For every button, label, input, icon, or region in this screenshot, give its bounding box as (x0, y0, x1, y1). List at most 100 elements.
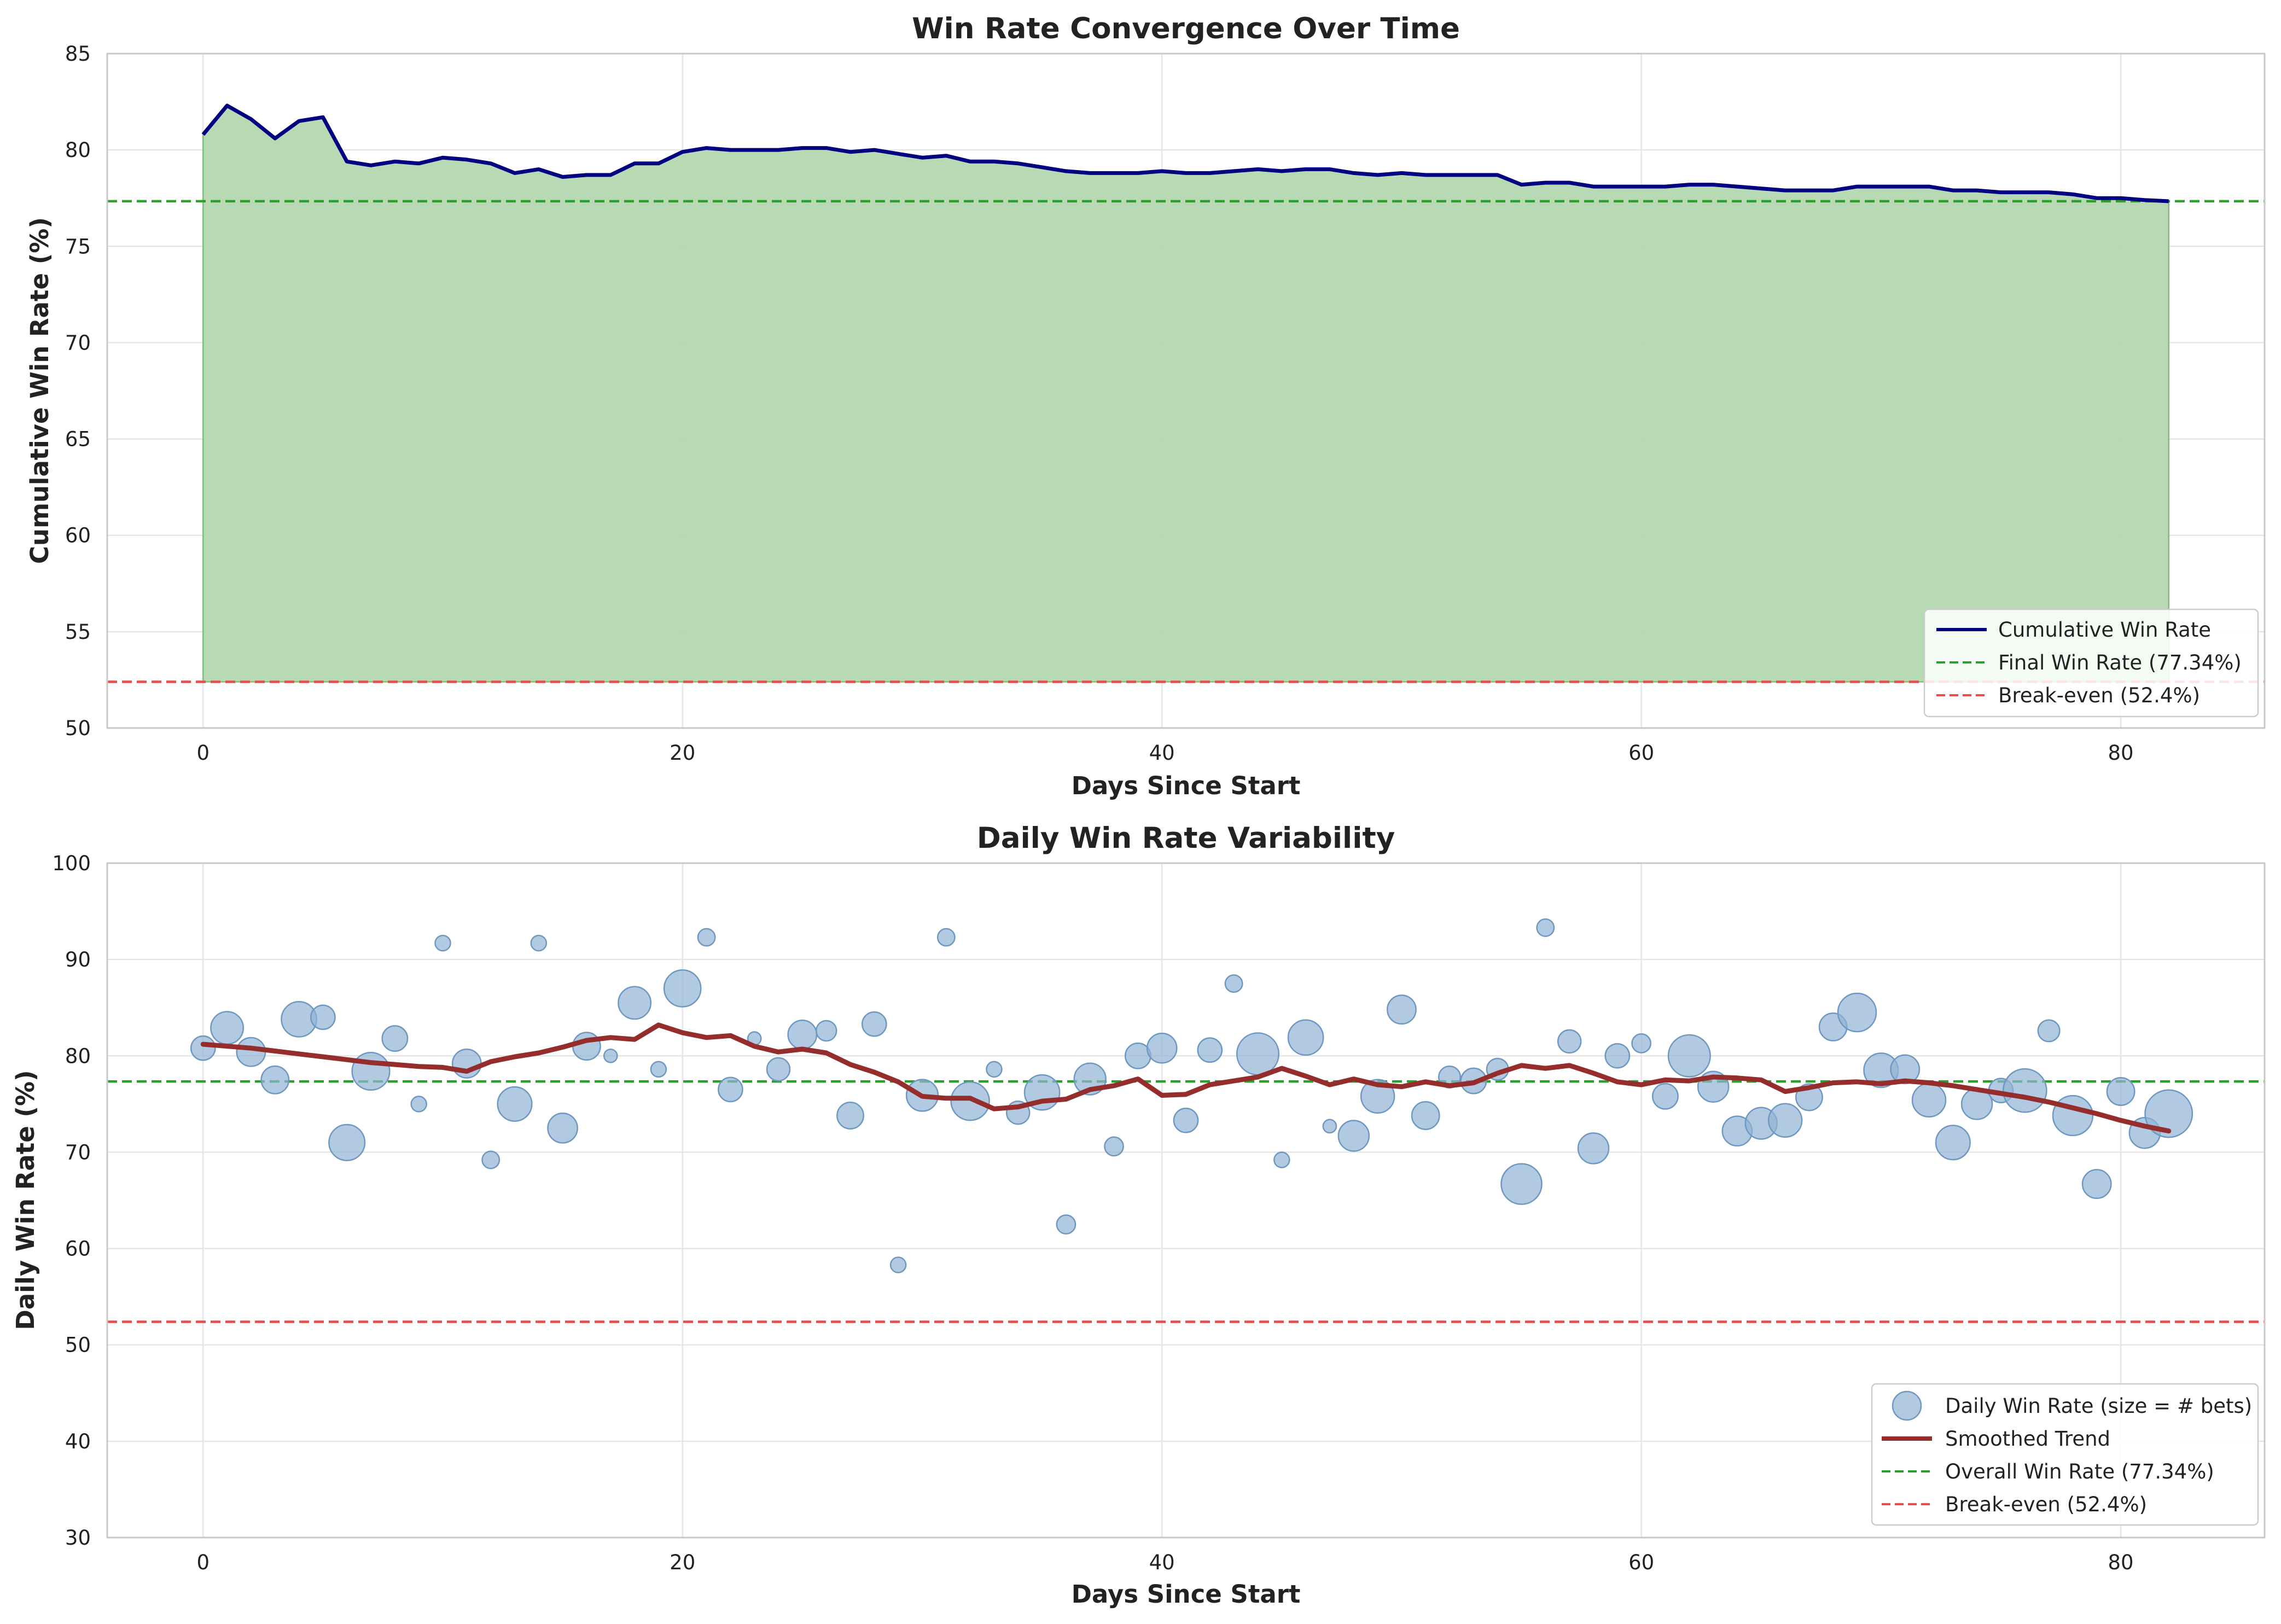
daily-win-rate-point (2081, 1169, 2112, 1200)
convergence-x-tick-label: 60 (1628, 741, 1654, 765)
daily-win-rate-point (497, 1086, 533, 1122)
convergence-y-ticks: 50 55 60 65 70 75 80 85 (65, 42, 91, 740)
daily-win-rate-point (1056, 1214, 1077, 1235)
convergence-y-tick-label: 55 (65, 620, 91, 644)
convergence-legend-box (1923, 608, 2259, 718)
variability-y-ticks: 30 40 50 60 70 80 90 100 (52, 852, 91, 1550)
daily-win-rate-point (1287, 1019, 1324, 1056)
daily-win-rate-point (836, 1102, 864, 1130)
daily-win-rate-point (1411, 1101, 1440, 1130)
legend-swatch-daily (1892, 1390, 1922, 1421)
daily-win-rate-point (190, 1035, 216, 1061)
legend-label-final: Final Win Rate (77.34%) (1998, 651, 2242, 674)
variability-y-tick-label: 50 (65, 1334, 91, 1357)
daily-win-rate-point (1890, 1054, 1921, 1085)
daily-win-rate-point (2052, 1095, 2094, 1137)
variability-y-tick-label: 40 (65, 1430, 91, 1453)
convergence-plot-frame (106, 53, 2266, 729)
variability-plot-frame (106, 862, 2266, 1539)
daily-win-rate-point (1236, 1032, 1280, 1076)
cumulative-fill-area (202, 104, 2169, 683)
daily-win-rate-point (2144, 1089, 2193, 1138)
convergence-y-tick-label: 65 (65, 428, 91, 451)
variability-reference-lines (107, 1080, 2265, 1323)
convergence-series (201, 103, 2169, 203)
variability-x-tick-label: 60 (1628, 1551, 1654, 1574)
daily-win-rate-point (1322, 1119, 1337, 1134)
convergence-reference-lines (107, 200, 2265, 683)
variability-y-tick-label: 70 (65, 1140, 91, 1164)
variability-x-tick-label: 20 (670, 1551, 695, 1574)
convergence-y-tick-label: 75 (65, 235, 91, 258)
variability-x-tick-label: 40 (1149, 1551, 1175, 1574)
daily-win-rate-point (663, 969, 702, 1008)
variability-y-tick-label: 80 (65, 1044, 91, 1068)
variability-y-tick-label: 90 (65, 948, 91, 971)
variability-x-axis-label: Days Since Start (1072, 1580, 1301, 1609)
convergence-y-tick-label: 60 (65, 524, 91, 548)
daily-win-rate-point (210, 1011, 245, 1045)
legend-label-overall: Overall Win Rate (77.34%) (1945, 1460, 2214, 1483)
daily-win-rate-point (1173, 1107, 1199, 1133)
smoothed-trend-line (200, 1022, 2172, 1134)
daily-win-rate-point (328, 1124, 366, 1161)
daily-win-rate-point (1767, 1103, 1803, 1138)
daily-win-rate-point (1500, 1163, 1543, 1205)
legend-label-trend: Smoothed Trend (1945, 1427, 2110, 1451)
variability-x-ticks: 0 20 40 60 80 (197, 1551, 2134, 1574)
convergence-x-tick-label: 80 (2108, 741, 2134, 765)
daily-win-rate-point (2106, 1077, 2135, 1106)
daily-win-rate-point (1577, 1132, 1610, 1165)
variability-y-axis-label: Daily Win Rate (%) (11, 1070, 40, 1330)
daily-win-rate-point (950, 1081, 990, 1121)
variability-trend (200, 1022, 2172, 1134)
daily-win-rate-point (650, 1061, 667, 1078)
variability-chart-title: Daily Win Rate Variability (977, 822, 1395, 855)
daily-win-rate-point (1557, 1029, 1582, 1054)
convergence-chart-title: Win Rate Convergence Over Time (912, 12, 1460, 45)
daily-win-rate-point (1337, 1120, 1370, 1152)
daily-win-rate-point (236, 1037, 266, 1067)
convergence-y-axis-label: Cumulative Win Rate (%) (25, 217, 54, 564)
convergence-x-ticks: 0 20 40 60 80 (197, 741, 2134, 765)
convergence-area (202, 104, 2169, 683)
daily-win-rate-point (1104, 1136, 1124, 1157)
convergence-x-tick-label: 20 (670, 741, 695, 765)
daily-win-rate-point (1935, 1125, 1971, 1161)
convergence-panel: Win Rate Convergence Over Time 0 20 40 60 80… (25, 12, 2266, 800)
daily-win-rate-point (603, 1048, 618, 1063)
daily-win-rate-point (481, 1150, 501, 1169)
daily-win-rate-point (1667, 1034, 1711, 1078)
variability-x-tick-label: 0 (197, 1551, 210, 1574)
daily-win-rate-point (889, 1256, 907, 1273)
daily-win-rate-point (351, 1051, 391, 1091)
daily-win-rate-point (1536, 918, 1555, 937)
daily-win-rate-point (1360, 1079, 1395, 1114)
variability-y-tick-label: 100 (52, 852, 91, 875)
variability-panel: Daily Win Rate Variability 0 20 40 60 80 30 4… (11, 822, 2266, 1609)
daily-win-rate-point (1651, 1082, 1679, 1110)
variability-x-tick-label: 80 (2108, 1551, 2134, 1574)
daily-win-rate-point (1273, 1151, 1290, 1168)
daily-win-rate-point (618, 986, 652, 1020)
daily-win-rate-point (766, 1057, 791, 1082)
legend-label-breakeven-2: Break-even (52.4%) (1945, 1493, 2147, 1516)
legend-label-breakeven: Break-even (52.4%) (1998, 684, 2200, 707)
daily-win-rate-point (986, 1061, 1003, 1078)
daily-win-rate-point (1911, 1082, 1947, 1118)
daily-win-rate-point (572, 1032, 601, 1061)
convergence-x-tick-label: 40 (1149, 741, 1175, 765)
cumulative-win-rate-line (201, 103, 2169, 203)
daily-win-rate-point (381, 1025, 409, 1052)
daily-win-rate-point (718, 1076, 743, 1103)
daily-win-rate-point (260, 1065, 290, 1095)
convergence-y-tick-label: 50 (65, 717, 91, 740)
convergence-y-tick-label: 80 (65, 138, 91, 162)
daily-win-rate-point (697, 928, 716, 947)
variability-points (190, 918, 2193, 1273)
convergence-y-tick-label: 70 (65, 331, 91, 354)
daily-win-rate-point (310, 1004, 336, 1031)
daily-win-rate-point (1146, 1032, 1178, 1064)
convergence-y-tick-label: 85 (65, 42, 91, 66)
